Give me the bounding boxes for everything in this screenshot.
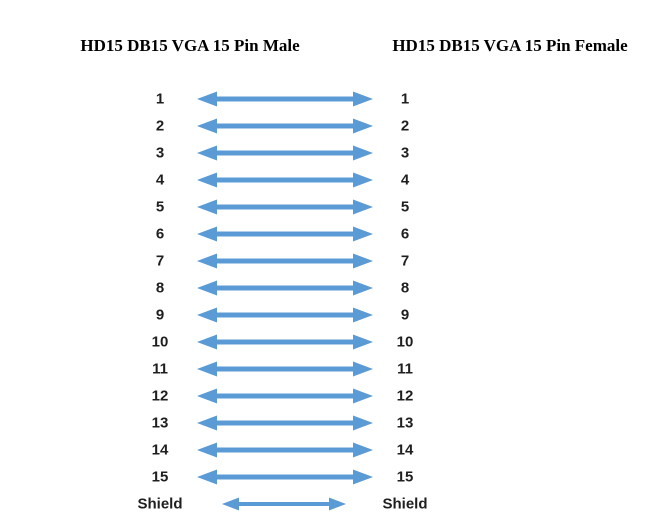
pin-connection-list: 1 1 2 2 3 3 4 4 5 5 6 6 7 7 8 8 9 [0, 85, 668, 517]
pin-row: 2 2 [0, 112, 668, 139]
female-pin-label: 9 [400, 306, 410, 323]
female-pin-label: 7 [400, 252, 410, 269]
bidirectional-arrow-icon [197, 91, 373, 106]
female-pin-label: 2 [400, 117, 410, 134]
pin-row: 3 3 [0, 139, 668, 166]
bidirectional-arrow-icon [197, 307, 373, 322]
male-pin-label: 4 [155, 171, 165, 188]
male-pin-label: 12 [151, 387, 169, 404]
female-pin-label: 3 [400, 144, 410, 161]
pin-row: 13 13 [0, 409, 668, 436]
bidirectional-arrow-icon [197, 442, 373, 457]
shield-row: Shield Shield [0, 490, 668, 517]
pin-row: 14 14 [0, 436, 668, 463]
pin-row: 7 7 [0, 247, 668, 274]
male-pin-label: 3 [155, 144, 165, 161]
male-pin-label: 15 [151, 468, 169, 485]
male-pin-label: 10 [151, 333, 169, 350]
male-pin-label: 11 [152, 360, 168, 377]
female-connector-header: HD15 DB15 VGA 15 Pin Female [392, 36, 628, 55]
female-pin-label: 10 [396, 333, 414, 350]
pin-row: 6 6 [0, 220, 668, 247]
female-pin-label: Shield [382, 495, 428, 512]
female-pin-label: 14 [396, 441, 414, 458]
pin-row: 5 5 [0, 193, 668, 220]
male-pin-label: 13 [151, 414, 169, 431]
male-pin-label: Shield [137, 495, 183, 512]
male-pin-label: 14 [151, 441, 169, 458]
female-pin-label: 6 [400, 225, 410, 242]
pin-row: 9 9 [0, 301, 668, 328]
bidirectional-arrow-icon [197, 361, 373, 376]
male-pin-label: 2 [155, 117, 165, 134]
male-pin-label: 6 [155, 225, 165, 242]
bidirectional-arrow-icon [222, 497, 346, 510]
bidirectional-arrow-icon [197, 172, 373, 187]
bidirectional-arrow-icon [197, 388, 373, 403]
male-pin-label: 8 [155, 279, 165, 296]
pin-row: 11 11 [0, 355, 668, 382]
pin-row: 8 8 [0, 274, 668, 301]
male-pin-label: 9 [155, 306, 165, 323]
bidirectional-arrow-icon [197, 199, 373, 214]
bidirectional-arrow-icon [197, 118, 373, 133]
bidirectional-arrow-icon [197, 469, 373, 484]
bidirectional-arrow-icon [197, 280, 373, 295]
bidirectional-arrow-icon [197, 253, 373, 268]
female-pin-label: 12 [396, 387, 414, 404]
male-pin-label: 5 [155, 198, 165, 215]
male-pin-label: 1 [155, 90, 165, 107]
female-pin-label: 5 [400, 198, 410, 215]
male-pin-label: 7 [155, 252, 165, 269]
female-pin-label: 4 [400, 171, 410, 188]
female-pin-label: 15 [396, 468, 414, 485]
female-pin-label: 11 [397, 360, 413, 377]
female-pin-label: 13 [396, 414, 414, 431]
pin-row: 12 12 [0, 382, 668, 409]
pin-row: 1 1 [0, 85, 668, 112]
pin-row: 10 10 [0, 328, 668, 355]
male-connector-header: HD15 DB15 VGA 15 Pin Male [80, 36, 300, 55]
bidirectional-arrow-icon [197, 334, 373, 349]
pin-row: 15 15 [0, 463, 668, 490]
bidirectional-arrow-icon [197, 145, 373, 160]
female-pin-label: 8 [400, 279, 410, 296]
female-pin-label: 1 [400, 90, 410, 107]
bidirectional-arrow-icon [197, 415, 373, 430]
pin-row: 4 4 [0, 166, 668, 193]
bidirectional-arrow-icon [197, 226, 373, 241]
